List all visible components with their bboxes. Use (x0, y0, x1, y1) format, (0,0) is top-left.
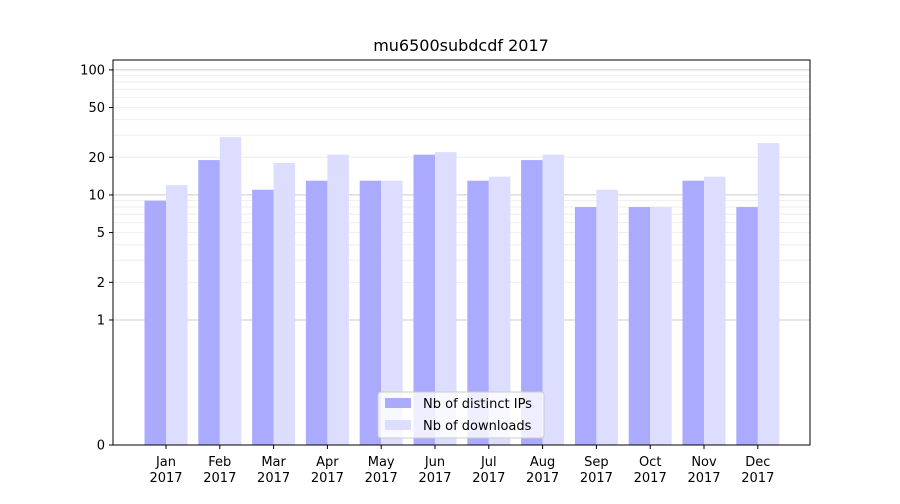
bar-downloads (704, 176, 726, 445)
bar-ips (574, 207, 597, 445)
y-tick-label: 0 (97, 439, 105, 454)
y-tick-label: 100 (80, 63, 105, 78)
bar-downloads (273, 163, 296, 445)
bar-downloads (166, 185, 188, 445)
x-tick-label: Jul 2017 (472, 455, 505, 486)
x-tick-label: Jun 2017 (418, 455, 451, 486)
bar-downloads (381, 180, 403, 445)
x-tick-label: Aug 2017 (526, 455, 559, 486)
x-tick-label: May 2017 (365, 455, 398, 486)
y-axis: 0 1 2 5 10 20 50 100 (80, 63, 113, 454)
y-tick-label: 5 (97, 226, 105, 241)
x-tick-label: Sep 2017 (580, 455, 613, 486)
bar-downloads (542, 154, 565, 446)
x-tick-label: Apr 2017 (311, 455, 344, 486)
bar-ips (682, 180, 704, 445)
bar-ips (736, 207, 758, 445)
bar-downloads (435, 152, 457, 445)
bar-ips (467, 180, 489, 445)
y-tick-label: 1 (97, 313, 105, 328)
bar-ips (359, 180, 382, 445)
y-tick-label: 2 (97, 276, 105, 291)
x-tick-label: Nov 2017 (687, 455, 720, 486)
bar-ips (521, 160, 543, 445)
bars (144, 137, 780, 446)
legend: Nb of distinct IPs Nb of downloads (377, 391, 545, 439)
legend-swatch-downloads (385, 420, 411, 430)
legend-swatch-ips (385, 398, 411, 408)
y-tick-label: 50 (88, 101, 105, 116)
x-tick-label: Oct 2017 (634, 455, 667, 486)
bar-ips (252, 189, 274, 445)
y-tick-label: 10 (88, 188, 105, 203)
chart-title: mu6500subdcdf 2017 (373, 36, 549, 55)
legend-box (377, 391, 545, 439)
plot-frame (112, 59, 811, 446)
x-tick-label: Feb 2017 (203, 455, 236, 486)
legend-label-downloads: Nb of downloads (423, 419, 532, 434)
bar-ips (198, 160, 220, 445)
bar-ips (144, 200, 166, 445)
bar-ips (628, 207, 651, 445)
x-tick-label: Dec 2017 (741, 455, 774, 486)
bar-downloads (327, 154, 349, 446)
bar-downloads (488, 176, 511, 445)
bar-downloads (219, 137, 242, 445)
bar-downloads (650, 207, 672, 445)
x-tick-label: Mar 2017 (257, 455, 290, 486)
y-tick-label: 20 (88, 151, 105, 166)
bar-ips (413, 154, 435, 446)
bar-ips (305, 180, 328, 445)
x-axis: Jan 2017 Feb 2017 Mar 2017 Apr 2017 May 2017 Jun 20… (149, 445, 774, 486)
bar-downloads (596, 189, 618, 445)
legend-label-ips: Nb of distinct IPs (423, 397, 532, 412)
x-tick-label: Jan 2017 (149, 455, 182, 486)
bar-downloads (757, 143, 780, 445)
